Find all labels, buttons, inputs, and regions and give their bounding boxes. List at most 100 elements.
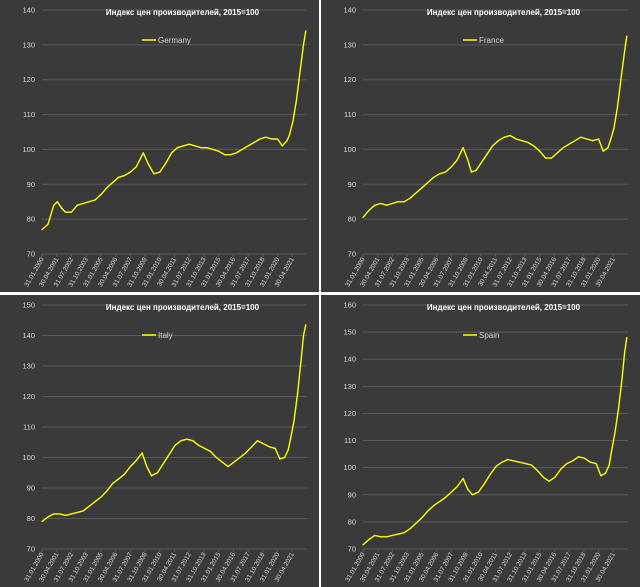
y-tick-label: 90 <box>27 180 35 189</box>
data-point <box>421 187 423 189</box>
data-point <box>47 223 49 225</box>
data-point <box>438 173 441 175</box>
data-point <box>156 472 159 474</box>
data-point <box>568 143 570 145</box>
series-line <box>362 337 628 546</box>
y-tick-label: 110 <box>344 110 356 119</box>
data-point <box>480 162 482 164</box>
data-point <box>462 477 464 480</box>
data-point <box>427 510 429 512</box>
series-line <box>41 30 307 231</box>
data-point <box>123 473 126 475</box>
data-point <box>188 143 190 145</box>
y-tick-label: 140 <box>22 6 35 15</box>
data-point <box>501 461 503 463</box>
data-point <box>409 197 411 199</box>
data-point <box>380 536 382 538</box>
data-point <box>235 152 237 154</box>
data-point <box>602 150 604 152</box>
data-point <box>162 463 164 465</box>
y-tick-label: 80 <box>348 215 356 224</box>
data-point <box>450 491 452 493</box>
y-tick-label: 140 <box>343 355 356 364</box>
data-point <box>82 202 84 205</box>
data-point <box>462 147 464 149</box>
series-line <box>362 35 628 218</box>
data-point <box>589 461 591 463</box>
data-point <box>586 138 588 140</box>
data-point <box>427 181 429 184</box>
data-point <box>562 147 564 149</box>
data-point <box>88 201 90 203</box>
data-point <box>583 457 586 459</box>
data-point <box>450 166 452 168</box>
data-point <box>503 136 505 138</box>
data-point <box>495 465 497 467</box>
data-point <box>600 475 602 477</box>
data-point <box>515 138 517 140</box>
data-point <box>513 460 515 462</box>
data-point <box>444 171 447 173</box>
data-point <box>88 505 90 507</box>
data-point <box>491 145 494 147</box>
data-point <box>218 150 220 152</box>
data-point <box>489 473 491 476</box>
data-point <box>289 438 292 440</box>
data-point <box>274 447 276 449</box>
data-point <box>621 377 623 379</box>
data-point <box>186 438 188 440</box>
data-point <box>174 444 176 446</box>
data-point <box>59 513 61 515</box>
horizontal-divider <box>0 292 640 295</box>
data-point <box>215 456 217 459</box>
data-point <box>227 466 229 468</box>
legend-label: Italy <box>158 331 173 340</box>
data-point <box>300 359 302 361</box>
data-point <box>507 458 509 461</box>
data-point <box>509 134 511 137</box>
data-point <box>623 353 626 355</box>
data-point <box>206 147 208 149</box>
data-point <box>292 120 294 123</box>
data-point <box>53 204 55 206</box>
data-point <box>64 211 67 213</box>
data-point <box>539 150 541 152</box>
y-tick-label: 100 <box>343 463 356 472</box>
data-point <box>94 501 96 503</box>
data-point <box>577 456 580 458</box>
chart-background <box>0 0 319 292</box>
y-tick-label: 150 <box>22 301 35 310</box>
data-point <box>592 140 594 142</box>
data-point <box>456 486 458 488</box>
data-point <box>295 100 297 102</box>
data-point <box>129 466 131 468</box>
data-point <box>47 516 49 518</box>
data-point <box>106 187 108 189</box>
data-point <box>391 202 394 205</box>
data-point <box>397 201 399 203</box>
data-point <box>253 141 255 144</box>
data-point <box>521 140 523 142</box>
y-tick-label: 80 <box>348 517 356 526</box>
data-point <box>433 505 435 507</box>
data-point <box>53 513 55 515</box>
data-point <box>279 458 281 460</box>
data-point <box>380 202 382 205</box>
data-point <box>524 463 527 465</box>
data-point <box>623 51 626 53</box>
y-tick-label: 140 <box>343 6 356 15</box>
data-point <box>456 159 458 161</box>
y-tick-label: 70 <box>348 250 356 259</box>
data-point <box>605 472 607 474</box>
data-point <box>368 538 370 541</box>
data-point <box>241 148 243 151</box>
data-point <box>296 392 299 395</box>
data-point <box>421 517 423 519</box>
data-point <box>147 162 149 164</box>
data-point <box>574 140 576 142</box>
data-point <box>548 480 550 482</box>
chart-background <box>321 0 640 292</box>
data-point <box>409 528 411 530</box>
data-point <box>415 522 417 524</box>
